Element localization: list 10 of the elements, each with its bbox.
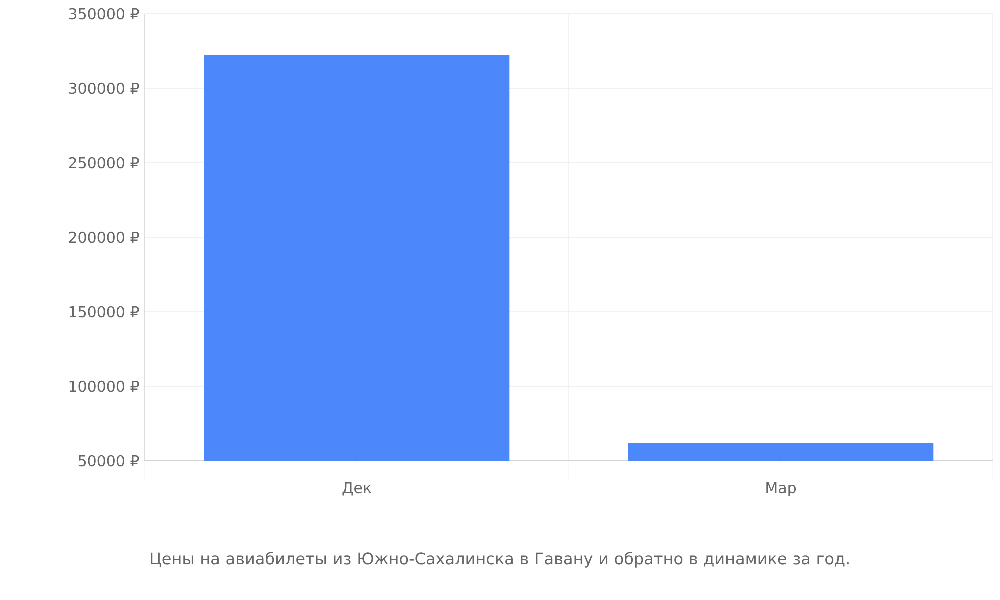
y-tick-label: 150000 ₽	[70, 306, 140, 318]
y-tick-label: 300000 ₽	[69, 82, 140, 94]
y-tick-label: 100000 ₽	[70, 380, 140, 392]
y-tick-label: 50000 ₽	[78, 455, 140, 467]
text: Цены на авиабилеты из Южно-Сахалинска в Гавану и обратно в динамике за год.	[151, 552, 849, 568]
x-tick-label: Мар	[766, 482, 796, 497]
y-tick-label: 250000 ₽	[69, 157, 140, 169]
y-tick-label: 200000 ₽	[69, 232, 140, 244]
x-tick-label: Дек	[342, 482, 372, 496]
y-tick-label: 350000 ₽	[69, 8, 140, 20]
